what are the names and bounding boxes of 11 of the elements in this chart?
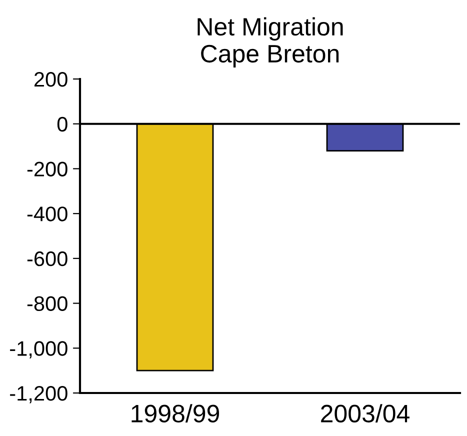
x-tick-label: 2003/04 (321, 404, 410, 422)
chart-title: Net Migration Cape Breton (198, 17, 343, 68)
y-tick-label: -800 (27, 296, 68, 312)
y-tick-label: 0 (57, 116, 68, 132)
y-tick-label: 200 (34, 72, 68, 87)
y-tick-label: -600 (27, 251, 68, 266)
x-tick-label: 1998/99 (132, 404, 220, 422)
y-tick-label: -200 (27, 162, 68, 176)
y-tick-label: -400 (27, 206, 68, 222)
y-tick-label: -1,200 (10, 386, 68, 404)
y-tick-label: -1,000 (10, 341, 68, 358)
